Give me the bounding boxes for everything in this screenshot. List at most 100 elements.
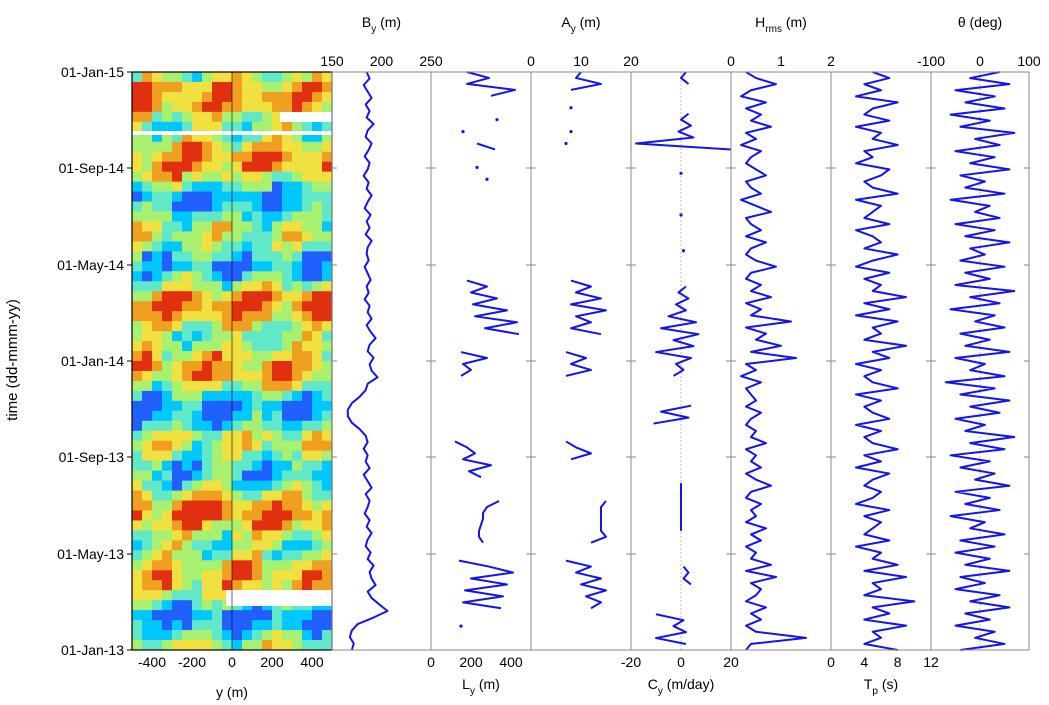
heatmap-cell (322, 181, 332, 193)
heatmap-cell (172, 500, 183, 512)
heatmap-cell (152, 490, 163, 502)
heatmap-cell (202, 281, 213, 292)
heatmap-cell (182, 321, 193, 332)
heatmap-cell (202, 341, 213, 352)
axis-label-symbol: L (462, 676, 470, 692)
heatmap-cell (232, 131, 243, 143)
heatmap-cell (232, 400, 243, 412)
heatmap-cell (212, 640, 223, 650)
heatmap-cell (222, 121, 233, 133)
heatmap-cell (142, 590, 153, 601)
heatmap-cell (322, 580, 332, 591)
heatmap-cell (182, 111, 193, 123)
heatmap-cell (242, 480, 253, 492)
panel-axis-label: Cy (m/day) (648, 676, 714, 697)
heatmap-cell (192, 370, 203, 382)
heatmap-cell (312, 171, 323, 183)
heatmap-cell (242, 410, 253, 422)
heatmap-cell (162, 261, 173, 272)
heatmap-cell (152, 221, 163, 233)
heatmap-cell (302, 380, 313, 392)
heatmap-cell (252, 211, 263, 223)
heatmap-cell (182, 311, 193, 322)
heatmap-cell (242, 171, 253, 183)
heatmap-cell (262, 420, 273, 432)
heatmap-cell (192, 201, 203, 213)
heatmap-cell (172, 81, 183, 93)
heatmap-cell (222, 490, 233, 502)
heatmap-cell (222, 570, 233, 581)
heatmap-cell (202, 321, 213, 332)
heatmap-cell (162, 221, 173, 233)
heatmap-cell (292, 640, 303, 650)
heatmap-cell (192, 251, 203, 262)
heatmap-cell (242, 281, 253, 292)
heatmap-cell (172, 410, 183, 422)
heatmap-cell (252, 191, 263, 203)
series-point (681, 249, 686, 253)
heatmap-cell (222, 171, 233, 183)
heatmap-cell (222, 311, 233, 322)
heatmap-cell (162, 510, 173, 522)
heatmap-cell (322, 480, 332, 492)
heatmap-cell (312, 261, 323, 272)
heatmap-cell (272, 440, 283, 452)
heatmap-cell (182, 181, 193, 193)
heatmap-cell (292, 211, 303, 223)
heatmap-cell (322, 251, 332, 262)
heatmap-cell (182, 251, 193, 262)
heatmap-cell (312, 291, 323, 302)
panel-tick-label: 10 (573, 53, 589, 69)
heatmap-cell (302, 400, 313, 412)
heatmap-cell (192, 470, 203, 482)
heatmap-cell (252, 470, 263, 482)
heatmap-cell (322, 231, 332, 243)
heatmap-cell (182, 640, 193, 650)
series-line-segment (565, 440, 592, 461)
heatmap-cell (222, 161, 233, 173)
heatmap-cell (222, 341, 233, 352)
heatmap-cell (222, 420, 233, 432)
heatmap-cell (292, 101, 303, 113)
heatmap-cell (172, 390, 183, 402)
heatmap-cell (172, 311, 183, 322)
heatmap-cell (222, 440, 233, 452)
panel-frame (830, 71, 932, 651)
heatmap-cell (282, 530, 293, 541)
heatmap-cell (222, 550, 233, 561)
heatmap-cell (202, 191, 213, 203)
axis-label-subscript: y (658, 686, 663, 697)
heatmap-cell (162, 111, 173, 123)
heatmap-cell (152, 291, 163, 302)
series-line-segment (460, 351, 488, 377)
heatmap-cell (192, 410, 203, 422)
heatmap-cell (132, 540, 143, 551)
heatmap-cell (312, 341, 323, 352)
heatmap-cell (152, 171, 163, 183)
series-line-segment (454, 440, 492, 479)
heatmap-cell (292, 530, 303, 541)
heatmap-cell (322, 550, 332, 561)
heatmap-cell (242, 540, 253, 551)
heatmap-cell (172, 331, 183, 342)
heatmap-cell (222, 301, 233, 312)
heatmap-cell (282, 72, 293, 83)
panel-frame (430, 71, 532, 651)
heatmap-cell (142, 211, 153, 223)
series-line-segment (682, 565, 692, 586)
heatmap-cell (222, 510, 233, 522)
heatmap-cell (202, 331, 213, 342)
heatmap-cell (302, 630, 313, 641)
heatmap-cell (202, 231, 213, 243)
heatmap-cell (272, 271, 283, 282)
heatmap-cell (292, 500, 303, 512)
heatmap-cell (162, 620, 173, 631)
heatmap-cell (192, 341, 203, 352)
heatmap-cell (142, 271, 153, 282)
heatmap-cell (262, 620, 273, 631)
heatmap-cell (282, 261, 293, 272)
heatmap-cell (172, 520, 183, 532)
heatmap-cell (182, 191, 193, 203)
heatmap-cell (242, 141, 253, 153)
heatmap-cell (322, 510, 332, 522)
